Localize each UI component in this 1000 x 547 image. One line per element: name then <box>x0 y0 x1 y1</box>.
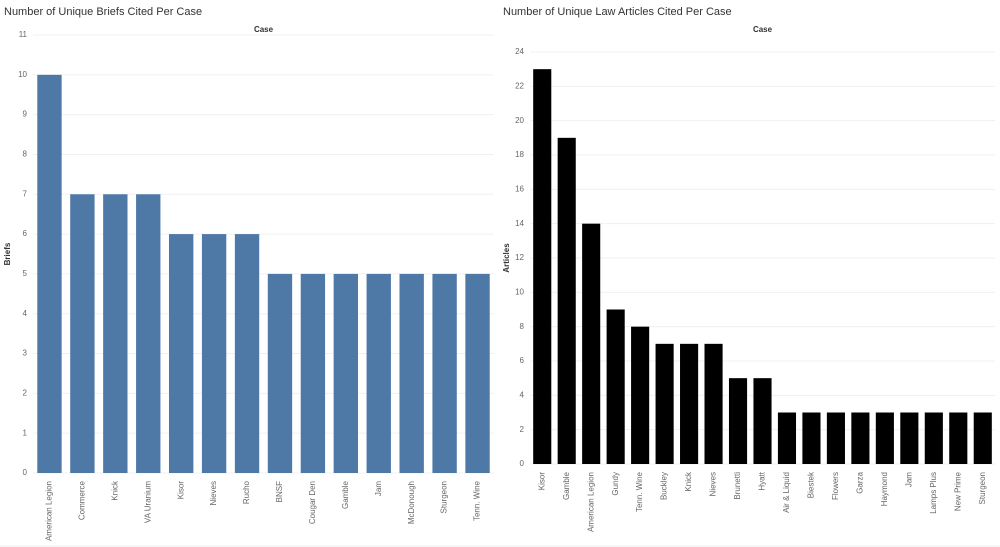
bar <box>851 412 870 464</box>
x-tick-label: Buckley <box>660 472 669 500</box>
chart-title: Number of Unique Briefs Cited Per Case <box>4 6 202 18</box>
x-tick-label: Knick <box>110 480 119 501</box>
bar <box>465 273 490 473</box>
bar <box>333 273 359 473</box>
y-tick-label: 11 <box>19 30 28 39</box>
y-tick-label: 10 <box>515 287 524 296</box>
bar <box>234 234 260 473</box>
y-axis-label: Briefs <box>3 242 12 265</box>
y-tick-label: 6 <box>520 356 525 365</box>
x-tick-label: Jam <box>904 472 913 487</box>
y-tick-label: 8 <box>23 150 28 159</box>
bar <box>70 194 95 474</box>
x-tick-label: Rucho <box>242 480 251 504</box>
y-tick-label: 2 <box>23 388 28 397</box>
bar <box>103 194 128 474</box>
y-tick-label: 20 <box>515 116 524 125</box>
x-tick-label: Air & Liquid <box>782 472 791 513</box>
bar <box>399 273 424 473</box>
y-tick-label: 4 <box>23 309 28 318</box>
x-tick-label: Kisor <box>537 472 546 491</box>
bar <box>631 326 650 464</box>
x-tick-label: Biestek <box>807 471 816 498</box>
y-tick-label: 1 <box>23 428 28 437</box>
bar <box>655 343 674 464</box>
y-tick-label: 0 <box>520 459 525 468</box>
x-tick-label: Brunetti <box>733 472 742 500</box>
y-tick-label: 0 <box>23 468 28 477</box>
bar <box>37 74 62 474</box>
bar <box>557 137 576 465</box>
bar <box>973 412 992 464</box>
bar <box>753 378 772 464</box>
y-tick-label: 5 <box>23 269 28 278</box>
x-tick-label: Tenn. Wine <box>635 471 644 512</box>
bar <box>366 273 391 473</box>
x-tick-label: American Legion <box>586 472 595 532</box>
y-tick-label: 16 <box>515 184 524 193</box>
bar <box>300 273 326 473</box>
x-header: Case <box>254 25 274 34</box>
y-tick-label: 4 <box>520 390 525 399</box>
bar <box>432 273 457 473</box>
x-tick-label: BNSF <box>275 481 284 502</box>
y-tick-label: 7 <box>23 189 28 198</box>
x-tick-label: Nieves <box>709 472 718 496</box>
x-tick-label: Gundy <box>611 472 620 496</box>
y-tick-label: 8 <box>520 322 525 331</box>
bar <box>136 194 161 474</box>
x-tick-label: Flowers <box>831 472 840 500</box>
bar <box>728 378 748 464</box>
y-tick-label: 6 <box>23 229 28 238</box>
y-tick-label: 18 <box>515 150 524 159</box>
chart-title: Number of Unique Law Articles Cited Per … <box>503 6 732 18</box>
bar <box>826 412 845 464</box>
x-tick-label: Jam <box>374 481 383 496</box>
bar <box>582 223 601 464</box>
bar <box>267 273 293 473</box>
x-tick-label: McDonough <box>407 481 416 524</box>
y-tick-label: 22 <box>515 81 524 90</box>
y-tick-label: 3 <box>23 349 28 358</box>
bar <box>704 343 723 464</box>
x-tick-label: Sturgeon <box>440 481 449 513</box>
x-tick-label: Hyatt <box>758 471 767 490</box>
bar <box>201 234 227 473</box>
x-tick-label: Commerce <box>78 480 87 520</box>
x-tick-label: Gamble <box>562 471 571 500</box>
y-tick-label: 10 <box>18 70 27 79</box>
x-tick-label: Garza <box>856 471 865 493</box>
bar <box>900 412 919 464</box>
bar <box>777 412 797 464</box>
x-tick-label: Nieves <box>209 481 218 505</box>
x-tick-label: Kisor <box>176 481 185 500</box>
bar <box>680 343 699 464</box>
x-tick-label: Sturgeon <box>978 472 987 504</box>
bar <box>924 412 943 464</box>
bar <box>875 412 894 464</box>
bar <box>802 412 821 464</box>
x-tick-label: Lamps Plus <box>929 472 938 514</box>
x-tick-label: Tenn. Wine <box>473 480 482 521</box>
y-tick-label: 9 <box>23 110 28 119</box>
bar <box>606 309 625 464</box>
y-axis-label: Articles <box>502 243 511 273</box>
bar <box>949 412 968 464</box>
x-tick-label: Cougar Den <box>308 481 317 524</box>
bar <box>533 69 552 465</box>
x-tick-label: Haymond <box>880 472 889 506</box>
y-tick-label: 14 <box>515 219 524 228</box>
y-tick-label: 24 <box>515 47 524 56</box>
x-tick-label: American Legion <box>45 481 54 541</box>
bar <box>168 234 194 473</box>
x-tick-label: Gamble <box>341 480 350 509</box>
x-header: Case <box>753 25 773 34</box>
x-tick-label: New Prime <box>953 471 962 511</box>
x-tick-label: Knick <box>684 471 693 492</box>
y-tick-label: 12 <box>515 253 524 262</box>
x-tick-label: VA Uranium <box>143 481 152 523</box>
y-tick-label: 2 <box>520 425 525 434</box>
